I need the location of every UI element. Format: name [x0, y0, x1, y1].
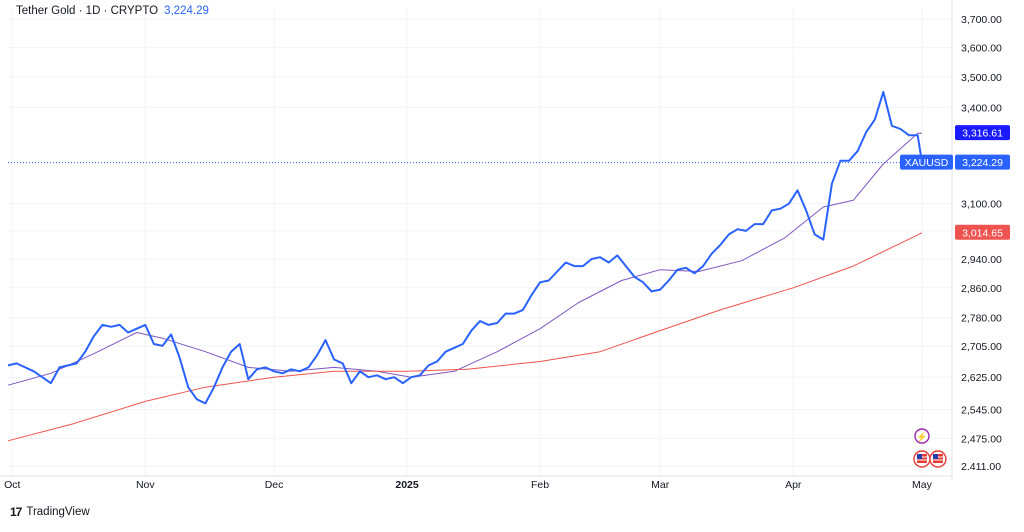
- sma20-price-label-bg: [955, 125, 1010, 141]
- us-flag-icon[interactable]: [929, 450, 947, 468]
- y-tick-label: 3,600.00: [961, 43, 1002, 55]
- x-tick-label: Feb: [531, 479, 549, 491]
- symbol-header[interactable]: Tether Gold · 1D · CRYPTO 3,224.29: [16, 5, 209, 17]
- x-tick-label: 2025: [395, 479, 419, 491]
- last-price-label-bg: [955, 154, 1010, 170]
- series-line-sma-200[interactable]: [7, 232, 923, 442]
- y-tick-label: 2,475.00: [961, 434, 1002, 446]
- y-tick-label: 3,400.00: [961, 102, 1002, 114]
- series-line-xauusd[interactable]: [7, 91, 923, 405]
- brand-name: TradingView: [26, 506, 90, 518]
- sma20-price-label: 3,316.61: [962, 128, 1003, 140]
- y-tick-label: 2,780.00: [961, 312, 1002, 324]
- sma200-price-label: 3,014.65: [962, 227, 1003, 239]
- y-tick-label: 2,545.00: [961, 405, 1002, 417]
- y-tick-label: 3,500.00: [961, 72, 1002, 84]
- x-tick-label: Oct: [4, 479, 20, 491]
- symbol-title: Tether Gold · 1D · CRYPTO: [16, 5, 159, 17]
- tradingview-logo-icon: 17: [10, 505, 22, 519]
- y-tick-label: 2.411.00: [961, 461, 1001, 473]
- x-tick-label: Dec: [265, 479, 284, 491]
- y-tick-label: 2,940.00: [961, 254, 1002, 266]
- sma200-price-label-bg: [955, 224, 1010, 240]
- x-tick-label: May: [912, 479, 933, 491]
- y-tick-label: 3,100.00: [961, 199, 1002, 211]
- lightning-icon[interactable]: ⚡: [914, 428, 930, 444]
- y-tick-label: 2,625.00: [961, 372, 1002, 384]
- tradingview-brand[interactable]: 17 TradingView: [10, 505, 90, 519]
- y-tick-label: 2,860.00: [961, 283, 1002, 295]
- symbol-price-tag: XAUUSD: [905, 157, 949, 169]
- y-tick-label: 3,700.00: [961, 14, 1002, 26]
- symbol-price-tag-bg: [900, 154, 953, 170]
- x-tick-label: Mar: [651, 479, 670, 491]
- x-tick-label: Nov: [136, 479, 155, 491]
- x-tick-label: Apr: [785, 479, 802, 491]
- last-price-label: 3,224.29: [962, 157, 1003, 169]
- svg-text:⚡: ⚡: [916, 431, 927, 443]
- series-line-sma-20[interactable]: [7, 132, 922, 386]
- us-flag-icon[interactable]: [913, 450, 931, 468]
- y-tick-label: 2,705.00: [961, 341, 1002, 353]
- last-price: 3,224.29: [164, 5, 209, 17]
